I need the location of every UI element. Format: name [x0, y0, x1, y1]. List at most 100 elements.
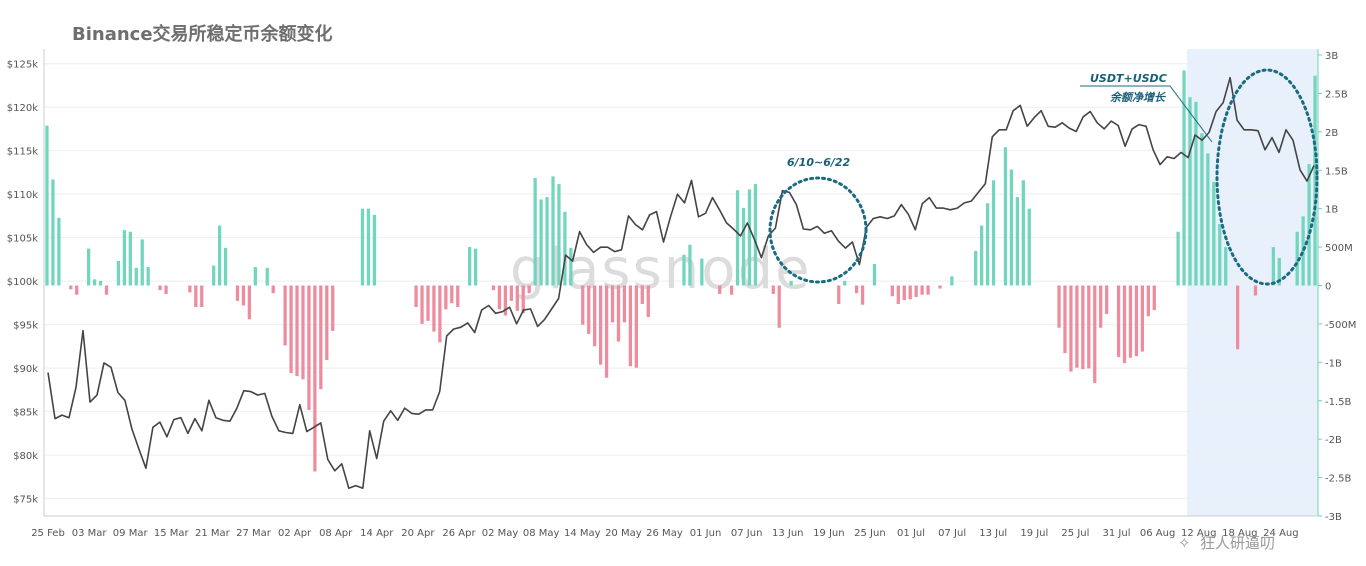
- bar: [616, 285, 621, 342]
- bar: [253, 267, 257, 286]
- bar: [718, 285, 722, 294]
- bar: [991, 180, 996, 286]
- bar: [158, 285, 162, 291]
- bar: [51, 179, 55, 286]
- x-tick-label: 15 Mar: [154, 528, 190, 539]
- bar: [69, 285, 73, 290]
- right-tick-label: -3B: [1325, 512, 1342, 523]
- bar: [950, 276, 954, 286]
- bar: [908, 285, 912, 300]
- bar: [682, 254, 686, 286]
- bar: [581, 285, 585, 325]
- x-tick-label: 12 Aug: [1181, 528, 1216, 539]
- x-tick-label: 18 Aug: [1222, 528, 1257, 539]
- bar: [604, 285, 609, 378]
- bar: [75, 285, 79, 295]
- x-tick-label: 09 Mar: [113, 528, 149, 539]
- bar: [509, 285, 513, 301]
- bar: [593, 285, 597, 347]
- bar: [1009, 169, 1014, 286]
- bar: [426, 285, 430, 321]
- bar: [307, 285, 311, 410]
- x-tick-label: 13 Jul: [979, 528, 1007, 539]
- bar: [116, 260, 121, 286]
- bar: [128, 231, 132, 286]
- bar: [200, 285, 204, 308]
- annotation-arrow: [1080, 85, 1213, 143]
- bar: [366, 208, 371, 286]
- right-tick-label: 1.5B: [1325, 166, 1348, 177]
- annotation-august-label-2: 余额净增长: [1110, 91, 1166, 104]
- bar: [1075, 285, 1079, 368]
- bar: [1176, 231, 1180, 286]
- bar: [1134, 285, 1139, 357]
- bar: [1140, 285, 1145, 352]
- x-tick-label: 08 May: [523, 528, 560, 539]
- bar: [247, 285, 252, 320]
- x-tick-label: 31 Jul: [1103, 528, 1131, 539]
- x-tick-label: 01 Jul: [897, 528, 925, 539]
- bar: [545, 197, 549, 286]
- bar: [104, 285, 109, 295]
- source-mark: ✧ 狂人研逼叨: [1178, 534, 1275, 552]
- bar: [188, 285, 192, 293]
- bar: [557, 184, 561, 286]
- line-series: [47, 76, 1315, 489]
- chart-title: Binance交易所稳定币余额变化: [72, 23, 333, 45]
- bar: [539, 199, 543, 286]
- left-tick-label: $125k: [7, 60, 38, 71]
- x-tick-label: 20 Apr: [401, 528, 435, 539]
- annotation-august-label-1: USDT+USDC: [1090, 72, 1167, 85]
- bar: [843, 280, 847, 286]
- x-tick-label: 03 Mar: [72, 528, 108, 539]
- x-tick-label: 06 Aug: [1140, 528, 1175, 539]
- bar: [777, 285, 781, 328]
- bar: [646, 285, 650, 318]
- x-tick-label: 26 Apr: [442, 528, 476, 539]
- bar: [569, 247, 573, 286]
- right-tick-label: -500M: [1325, 320, 1356, 331]
- bar: [974, 250, 978, 286]
- bar: [372, 214, 377, 286]
- right-tick-label: 0: [1325, 282, 1331, 293]
- bar: [1027, 208, 1031, 286]
- x-tick-label: 07 Jul: [938, 528, 966, 539]
- bar: [926, 285, 930, 295]
- bar: [1206, 153, 1210, 286]
- bar: [1200, 133, 1204, 286]
- bar: [491, 285, 496, 291]
- right-tick-label: 1B: [1325, 205, 1338, 216]
- bar: [563, 211, 567, 286]
- bar: [1253, 285, 1258, 296]
- bar: [1301, 216, 1305, 286]
- right-tick-label: 2.5B: [1325, 89, 1348, 100]
- price-line: [47, 76, 1315, 489]
- bar: [610, 285, 615, 323]
- bar: [985, 203, 990, 286]
- x-tick-label: 02 May: [482, 528, 519, 539]
- bar: [1087, 285, 1091, 369]
- bar: [1307, 164, 1311, 286]
- right-tick-label: -1B: [1325, 358, 1342, 369]
- bar: [854, 285, 859, 294]
- x-tick-label: 24 Aug: [1263, 528, 1298, 539]
- bar: [622, 285, 627, 323]
- bar: [837, 285, 841, 304]
- bar: [1152, 285, 1156, 311]
- bar: [1122, 285, 1127, 364]
- right-tick-label: 3B: [1325, 51, 1338, 62]
- x-tick-label: 01 Jun: [690, 528, 722, 539]
- x-tick-label: 21 Mar: [195, 528, 231, 539]
- source-label: 狂人研逼叨: [1200, 534, 1275, 552]
- bar: [438, 285, 442, 343]
- bar: [938, 285, 942, 289]
- bar: [271, 285, 275, 294]
- bar: [295, 285, 299, 377]
- bar: [360, 208, 365, 286]
- x-tick-label: 25 Jun: [854, 528, 886, 539]
- bar: [283, 285, 287, 346]
- bar: [700, 258, 704, 286]
- left-tick-label: $85k: [13, 408, 38, 419]
- bar: [896, 285, 900, 304]
- bar: [515, 285, 519, 311]
